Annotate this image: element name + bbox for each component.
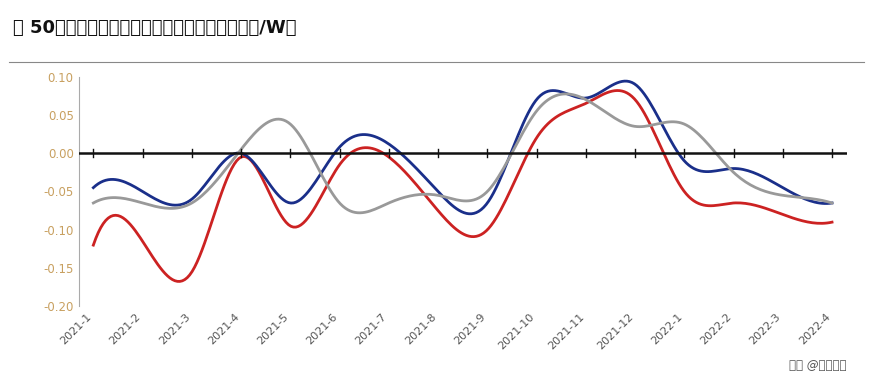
182组件单瓦净利: [466, 211, 477, 216]
Line: 182组件单瓦净利: 182组件单瓦净利: [93, 81, 832, 214]
210组件单瓦净利: [355, 211, 366, 215]
182组件单瓦净利: [543, 89, 553, 93]
210组件单瓦净利: [716, 157, 726, 161]
166组件单瓦净利: [175, 279, 185, 284]
166组件单瓦净利: [716, 203, 726, 207]
Line: 166组件单瓦净利: 166组件单瓦净利: [93, 90, 832, 282]
182组件单瓦净利: [530, 98, 540, 103]
166组件单瓦净利: [543, 121, 553, 126]
Text: 图 50、价格传导滞后，盈利能力下滑（单位：元/W）: 图 50、价格传导滞后，盈利能力下滑（单位：元/W）: [13, 19, 297, 37]
210组件单瓦净利: [530, 110, 540, 115]
166组件单瓦净利: [91, 236, 101, 241]
182组件单瓦净利: [88, 185, 99, 190]
182组件单瓦净利: [91, 183, 101, 188]
166组件单瓦净利: [827, 220, 837, 224]
166组件单瓦净利: [528, 141, 539, 146]
Line: 210组件单瓦净利: 210组件单瓦净利: [93, 94, 832, 213]
210组件单瓦净利: [560, 92, 570, 96]
182组件单瓦净利: [528, 102, 539, 107]
210组件单瓦净利: [528, 113, 539, 118]
182组件单瓦净利: [827, 201, 837, 205]
210组件单瓦净利: [88, 201, 99, 205]
166组件单瓦净利: [762, 207, 773, 211]
182组件单瓦净利: [619, 79, 629, 83]
210组件单瓦净利: [762, 190, 773, 195]
182组件单瓦净利: [762, 177, 773, 182]
166组件单瓦净利: [530, 137, 540, 142]
182组件单瓦净利: [716, 168, 726, 172]
210组件单瓦净利: [91, 200, 101, 204]
166组件单瓦净利: [612, 88, 622, 93]
166组件单瓦净利: [88, 243, 99, 247]
210组件单瓦净利: [543, 98, 553, 102]
210组件单瓦净利: [827, 201, 837, 205]
Text: 头条 @未来智库: 头条 @未来智库: [789, 358, 847, 372]
